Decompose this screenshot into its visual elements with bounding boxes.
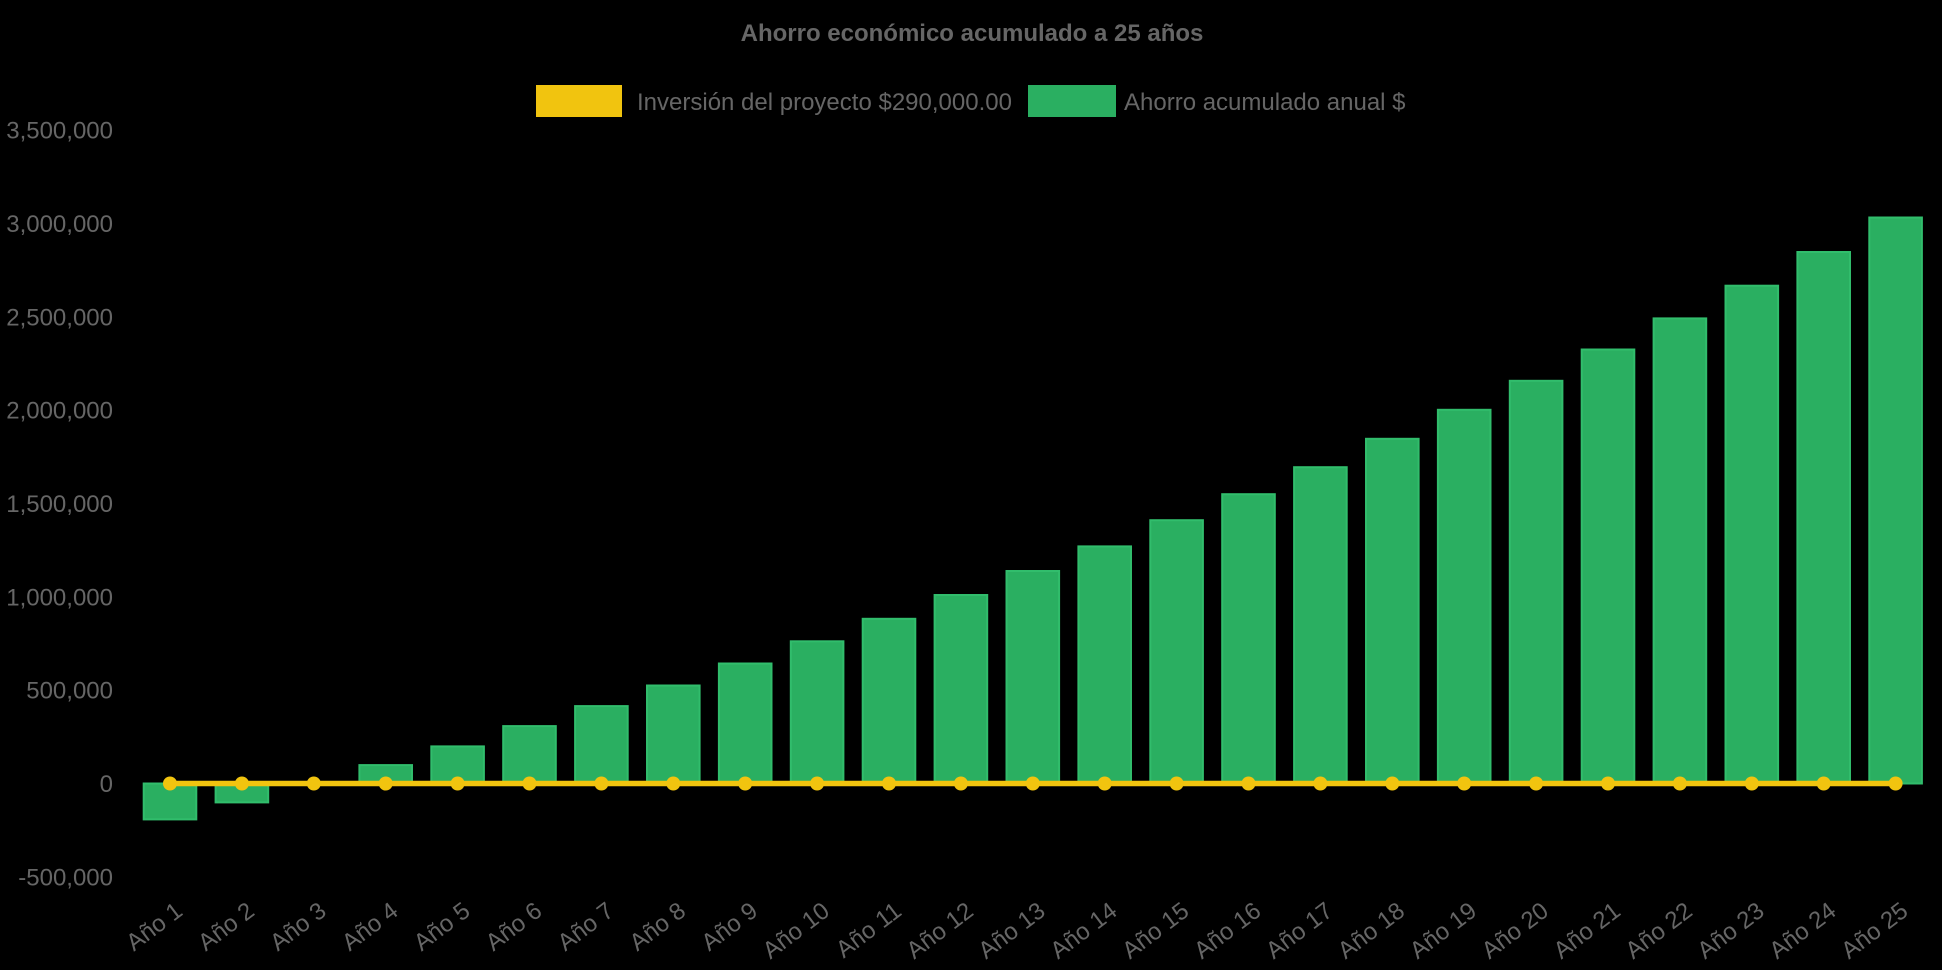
svg-text:2,500,000: 2,500,000 xyxy=(6,304,113,331)
svg-text:Ahorro acumulado anual $: Ahorro acumulado anual $ xyxy=(1124,89,1406,116)
svg-text:Inversión del proyecto $290,00: Inversión del proyecto $290,000.00 xyxy=(637,89,1012,116)
svg-text:1,000,000: 1,000,000 xyxy=(6,584,113,611)
svg-text:2,000,000: 2,000,000 xyxy=(6,398,113,425)
svg-text:-500,000: -500,000 xyxy=(18,864,113,891)
svg-text:Ahorro económico acumulado a 2: Ahorro económico acumulado a 25 años xyxy=(741,20,1204,47)
svg-text:3,000,000: 3,000,000 xyxy=(6,211,113,238)
svg-text:0: 0 xyxy=(100,771,113,798)
svg-text:3,500,000: 3,500,000 xyxy=(6,118,113,145)
svg-text:500,000: 500,000 xyxy=(26,678,113,705)
svg-text:1,500,000: 1,500,000 xyxy=(6,491,113,518)
